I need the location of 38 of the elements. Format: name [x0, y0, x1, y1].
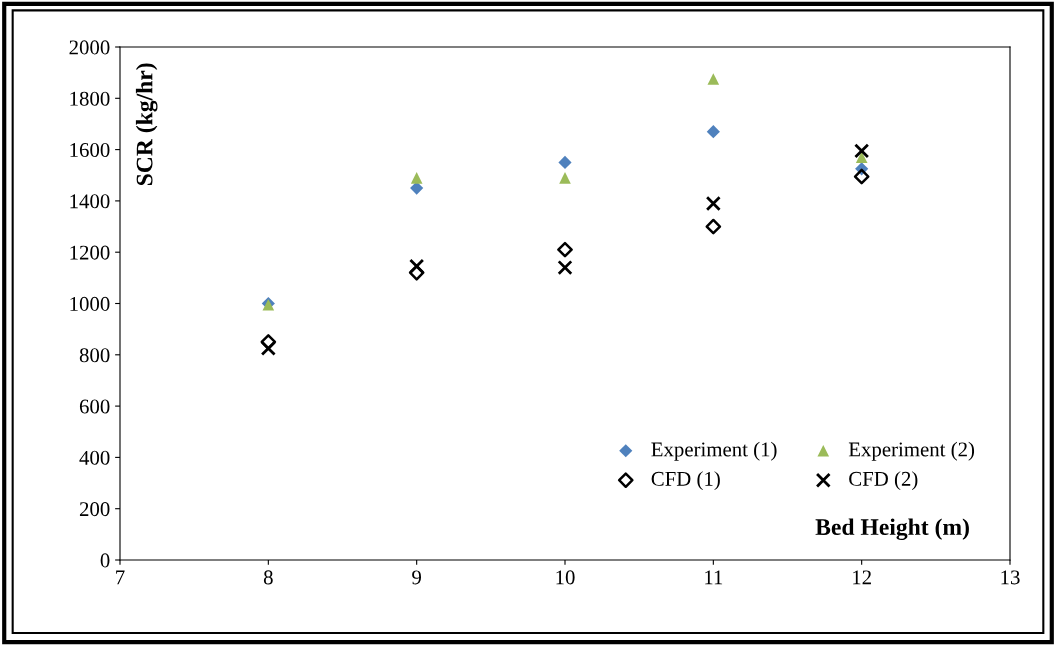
point [409, 258, 425, 274]
x-tick-label: 8 [263, 570, 273, 585]
x-tick-label: 13 [1001, 570, 1020, 585]
y-axis-title: SCR (kg/hr) [135, 63, 158, 186]
x-tick-label: 9 [412, 570, 422, 585]
point [706, 125, 720, 139]
y-tick-label: 200 [79, 502, 110, 517]
point [559, 172, 571, 184]
point [410, 181, 424, 195]
point [705, 195, 721, 212]
y-tick-label: 1600 [70, 142, 110, 158]
point [558, 155, 572, 170]
legend-label: CFD (2) [849, 471, 918, 491]
point [705, 218, 722, 235]
y-tick-label: 1200 [70, 245, 110, 260]
point [854, 143, 870, 159]
point [260, 340, 276, 356]
legend-label: Experiment (1) [651, 441, 777, 461]
y-tick-label: 1800 [70, 91, 110, 106]
legend-label: CFD (1) [651, 471, 720, 491]
y-tick-label: 0 [100, 553, 110, 568]
x-axis-title: Bed Height (m) [815, 518, 969, 541]
point [853, 168, 870, 185]
x-tick-label: 12 [853, 570, 871, 585]
y-tick-label: 600 [79, 399, 110, 414]
point [557, 241, 573, 258]
y-tick-label: 400 [79, 450, 110, 465]
x-tick-label: 11 [705, 570, 723, 585]
y-tick-label: 2000 [69, 40, 110, 55]
y-tick-label: 1000 [70, 296, 110, 311]
legend-label: Experiment (2) [848, 441, 975, 461]
point [557, 259, 573, 276]
x-tick-label: 10 [556, 570, 575, 585]
x-tick-label: 7 [116, 570, 125, 585]
point [707, 73, 720, 85]
point [410, 172, 423, 184]
y-tick-label: 800 [79, 348, 110, 363]
y-tick-label: 1400 [70, 194, 110, 209]
